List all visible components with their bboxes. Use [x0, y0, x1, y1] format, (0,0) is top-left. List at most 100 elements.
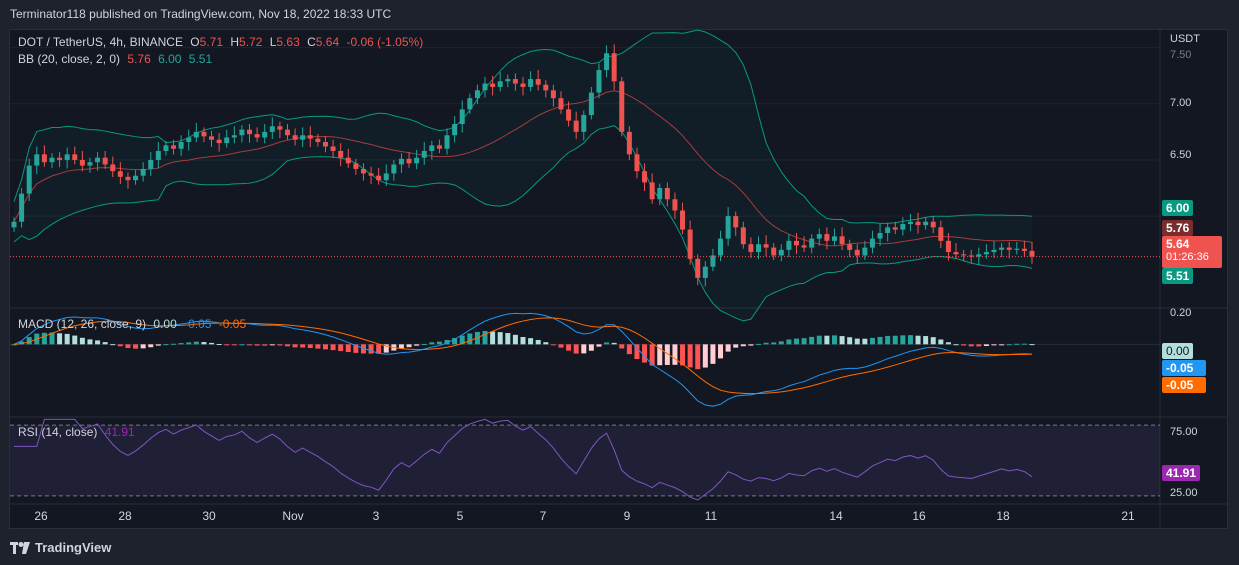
- rsi-label[interactable]: RSI (14, close): [18, 425, 97, 439]
- candle-body: [619, 81, 624, 132]
- candle-body: [604, 53, 609, 70]
- macd-histogram-bar: [110, 344, 115, 345]
- open-label: O: [190, 35, 199, 49]
- macd-histogram-bar: [558, 344, 563, 347]
- macd-signal-value: -0.05: [219, 317, 246, 331]
- macd-histogram-bar: [786, 339, 791, 344]
- macd-histogram-bar: [688, 344, 693, 367]
- macd-histogram-bar: [42, 333, 47, 345]
- bb-upper-badge: 6.00: [1162, 200, 1193, 216]
- macd-histogram-bar: [528, 338, 533, 344]
- candle-body: [505, 79, 510, 81]
- candle-body: [1014, 249, 1019, 250]
- candle-body: [72, 154, 77, 160]
- candle-body: [239, 130, 244, 136]
- candle-body: [878, 233, 883, 239]
- time-axis-label: 11: [705, 509, 718, 523]
- candle-body: [771, 248, 776, 256]
- candle-body: [422, 151, 427, 158]
- macd-histogram-bar: [931, 337, 936, 344]
- macd-signal-badge: -0.05: [1162, 377, 1206, 393]
- macd-histogram-bar: [938, 339, 943, 344]
- candle-body: [726, 216, 731, 238]
- candle-body: [49, 158, 54, 162]
- macd-histogram-bar: [961, 344, 966, 345]
- candle-body: [224, 137, 229, 143]
- candle-body: [893, 227, 898, 229]
- candle-body: [551, 90, 556, 98]
- macd-label[interactable]: MACD (12, 26, close, 9): [18, 317, 146, 331]
- macd-histogram-bar: [627, 344, 632, 354]
- candle-body: [536, 79, 541, 85]
- macd-legend: MACD (12, 26, close, 9) 0.00 -0.05 -0.05: [18, 317, 250, 331]
- candle-body: [118, 171, 123, 177]
- macd-histogram-bar: [824, 336, 829, 345]
- macd-histogram-bar: [581, 344, 586, 353]
- macd-histogram-bar: [247, 344, 252, 345]
- macd-histogram-bar: [840, 336, 845, 344]
- candle-body: [916, 222, 921, 225]
- bb-label[interactable]: BB (20, close, 2, 0): [18, 52, 120, 66]
- macd-histogram-bar: [262, 344, 267, 345]
- macd-histogram-bar: [764, 343, 769, 345]
- candle-body: [748, 244, 753, 252]
- candle-body: [718, 239, 723, 256]
- time-axis-label: Nov: [282, 509, 303, 523]
- macd-histogram-bar: [224, 344, 229, 345]
- macd-histogram-bar: [619, 344, 624, 348]
- candle-body: [558, 98, 563, 109]
- candle-body: [984, 252, 989, 254]
- candle-body: [452, 124, 457, 135]
- macd-histogram-bar: [779, 341, 784, 344]
- tradingview-logo[interactable]: TradingView: [10, 540, 111, 555]
- macd-histogram-bar: [156, 344, 161, 345]
- candle-body: [938, 227, 943, 240]
- candle-body: [194, 132, 199, 138]
- candle-body: [19, 194, 24, 222]
- macd-histogram-bar: [756, 344, 761, 345]
- brand-name: TradingView: [35, 540, 111, 555]
- macd-histogram-bar: [331, 344, 336, 350]
- candle-body: [65, 154, 70, 160]
- candle-body: [680, 211, 685, 230]
- macd-histogram-bar: [163, 344, 168, 345]
- macd-histogram-bar: [422, 344, 427, 345]
- macd-histogram-bar: [513, 335, 518, 344]
- ohlc-close: C5.64: [307, 35, 339, 49]
- candle-body: [976, 254, 981, 256]
- rsi-band-fill: [10, 425, 1160, 496]
- macd-histogram-bar: [794, 339, 799, 345]
- candle-body: [961, 254, 966, 255]
- macd-hist-badge: 0.00: [1162, 343, 1193, 359]
- candle-body: [672, 199, 677, 210]
- candle-body: [103, 158, 108, 165]
- close-label: C: [307, 35, 316, 49]
- candle-body: [445, 135, 450, 148]
- macd-histogram-bar: [604, 342, 609, 344]
- candle-body: [331, 146, 336, 150]
- macd-histogram-bar: [407, 344, 412, 347]
- candle-body: [34, 154, 39, 165]
- candle-body: [566, 109, 571, 120]
- candle-body: [870, 239, 875, 248]
- macd-histogram-bar: [870, 338, 875, 344]
- candle-body: [543, 85, 548, 91]
- open-value: 5.71: [200, 35, 223, 49]
- time-axis-label: 5: [457, 509, 464, 523]
- close-value: 5.64: [316, 35, 339, 49]
- macd-histogram-bar: [369, 344, 374, 353]
- macd-histogram-bar: [338, 344, 343, 351]
- macd-histogram-bar: [551, 344, 556, 345]
- symbol-label[interactable]: DOT / TetherUS, 4h, BINANCE: [18, 35, 183, 49]
- macd-histogram-bar: [467, 333, 472, 344]
- candle-body: [634, 154, 639, 171]
- candle-body: [414, 158, 419, 164]
- candle-body: [285, 130, 290, 136]
- macd-histogram-bar: [847, 337, 852, 344]
- symbol-legend: DOT / TetherUS, 4h, BINANCE O5.71 H5.72 …: [18, 35, 427, 49]
- candle-body: [346, 158, 351, 164]
- macd-histogram-bar: [437, 342, 442, 345]
- candle-body: [467, 98, 472, 109]
- price-tick-750: 7.50: [1170, 49, 1191, 61]
